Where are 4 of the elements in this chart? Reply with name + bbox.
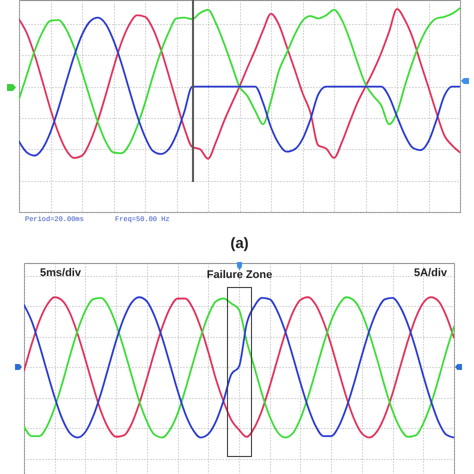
text: (a) bbox=[230, 235, 249, 252]
text: 5ms/div bbox=[40, 267, 82, 279]
text: Failure Zone bbox=[206, 269, 272, 281]
text: 5A/div bbox=[414, 267, 448, 279]
